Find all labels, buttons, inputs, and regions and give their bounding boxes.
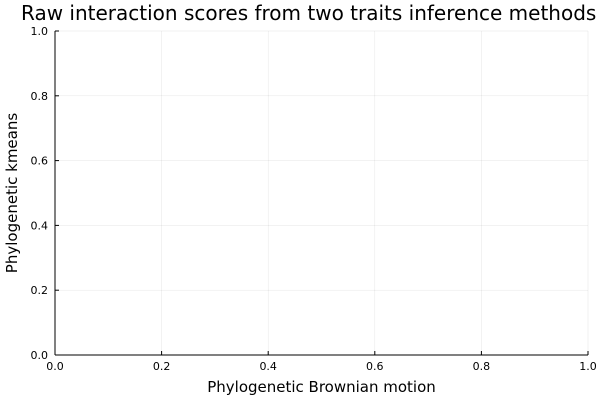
y-tick-label: 0.6: [31, 155, 49, 168]
y-tick-label: 0.4: [31, 219, 49, 232]
grid: [54, 30, 589, 356]
x-tick-label: 1.0: [579, 360, 597, 373]
x-tick-label: 0.2: [153, 360, 171, 373]
y-tick-label: 0.2: [31, 284, 49, 297]
y-axis-ticks: 0.0 0.2 0.4 0.6 0.8 1.0: [31, 25, 59, 362]
x-axis-label: Phylogenetic Brownian motion: [207, 378, 436, 396]
axes: [54, 31, 588, 356]
chart-title: Raw interaction scores from two traits i…: [21, 1, 596, 25]
x-tick-label: 0.0: [46, 360, 64, 373]
y-tick-label: 1.0: [31, 25, 49, 38]
y-tick-label: 0.8: [31, 90, 49, 103]
x-tick-label: 0.8: [473, 360, 491, 373]
y-axis-label: Phylogenetic kmeans: [3, 113, 21, 274]
x-tick-label: 0.6: [366, 360, 384, 373]
x-tick-label: 0.4: [259, 360, 277, 373]
y-tick-label: 0.0: [31, 349, 49, 362]
x-axis-ticks: 0.0 0.2 0.4 0.6 0.8 1.0: [46, 351, 597, 373]
